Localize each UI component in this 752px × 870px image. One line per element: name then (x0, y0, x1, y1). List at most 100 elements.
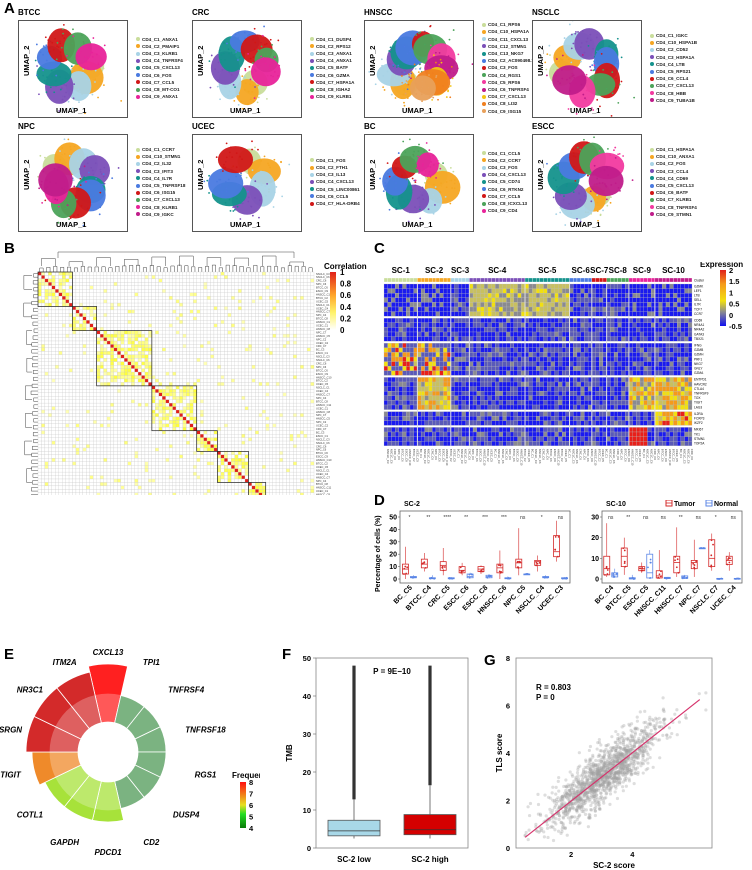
heatmap-cell (48, 378, 52, 383)
heatmap-cell (86, 302, 90, 307)
umap-cluster-blob (588, 165, 624, 197)
umap-cell-point (225, 156, 228, 159)
heatmap-cell (75, 327, 80, 331)
heatmap-cell (293, 347, 297, 352)
heatmap-cell (106, 278, 111, 283)
umap-plot (364, 134, 474, 232)
heatmap-cell (231, 271, 235, 276)
heatmap-cell (41, 278, 46, 283)
umap-scatter (208, 25, 281, 110)
heatmap-cell (258, 296, 263, 300)
umap-cell-point (66, 204, 69, 207)
heatmap-cell (193, 278, 197, 283)
heatmap-cell (127, 375, 132, 380)
heatmap-cell (51, 347, 56, 352)
heatmap-cell (86, 375, 90, 380)
umap-cell-point (58, 166, 60, 169)
umap-cell-point (611, 71, 614, 74)
heatmap-cell (75, 302, 80, 307)
umap-cell-point (99, 191, 102, 194)
heatmap-cell (162, 382, 166, 386)
heatmap-cell (62, 330, 66, 335)
heatmap-cell (193, 361, 197, 366)
heatmap-cell (289, 371, 294, 376)
heatmap-cell (275, 351, 280, 355)
umap-cell-point (397, 152, 400, 154)
heatmap-cell (244, 351, 249, 355)
heatmap-cell (62, 296, 66, 300)
heatmap-cell (255, 340, 259, 345)
heatmap-cell (68, 323, 73, 328)
umap-cell-point (383, 89, 386, 91)
heatmap-cell (134, 323, 139, 328)
heatmap-cell (65, 365, 70, 369)
heatmap-cell (306, 351, 311, 355)
heatmap-cell (279, 351, 284, 355)
umap-cell-point (84, 153, 87, 156)
heatmap-cell (206, 309, 211, 314)
heatmap-cell (37, 361, 42, 366)
heatmap-cell (227, 399, 232, 404)
umap-cell-point (427, 204, 430, 207)
legend-item: CD4_C8_LI32 (482, 100, 534, 107)
heatmap-cell (110, 296, 115, 300)
heatmap-cell (265, 347, 270, 352)
heatmap-cell (203, 330, 208, 335)
heatmap-cell (165, 396, 170, 400)
heatmap-cell (41, 285, 46, 290)
umap-cell-point (595, 165, 598, 168)
umap-cell-point (593, 164, 596, 167)
heatmap-cell (120, 402, 125, 407)
heatmap-cell (248, 396, 253, 400)
heatmap-cell (155, 371, 159, 376)
heatmap-cell (62, 344, 66, 349)
umap-cell-point (253, 48, 256, 51)
heatmap-cell (172, 344, 177, 349)
heatmap-cell (220, 309, 225, 314)
umap-cell-point (394, 97, 397, 99)
heatmap-cell (93, 306, 97, 311)
heatmap-cell (210, 330, 215, 335)
heatmap-cell (306, 358, 311, 362)
heatmap-cell (200, 378, 204, 383)
heatmap-cell (279, 347, 284, 352)
heatmap-cell (210, 292, 215, 297)
dendrogram-branch (31, 314, 38, 319)
umap-title: CRC (192, 8, 210, 17)
umap-cell-point (227, 94, 229, 97)
umap-cell-point (251, 148, 253, 151)
heatmap-cell (72, 402, 77, 407)
heatmap-cell (120, 296, 125, 300)
heatmap-cell (106, 385, 111, 390)
umap-cell-point (589, 83, 592, 86)
heatmap-cell (303, 340, 308, 345)
heatmap-cell (224, 365, 228, 369)
heatmap-cell (51, 365, 56, 369)
legend-label: CD4_C10_HSPA1A (488, 29, 530, 35)
heatmap-cell (289, 392, 294, 397)
heatmap-cell (210, 368, 215, 373)
heatmap-cell (48, 368, 52, 373)
heatmap-cell (310, 361, 315, 366)
heatmap-cell (82, 275, 87, 280)
heatmap-cell (134, 375, 139, 380)
heatmap-cell (203, 289, 208, 293)
dendrogram-branch (234, 257, 249, 266)
heatmap-cell (106, 271, 111, 276)
heatmap-cell (141, 278, 146, 283)
heatmap-cell (224, 361, 228, 366)
heatmap-cell (296, 302, 301, 307)
umap-cell-point (428, 74, 430, 76)
heatmap-cell (213, 365, 218, 369)
heatmap-cell (206, 292, 211, 297)
heatmap-cell (55, 354, 59, 359)
heatmap-cell (275, 302, 280, 307)
umap-cell-point (264, 194, 267, 197)
heatmap-cell (113, 392, 118, 397)
heatmap-cell (93, 347, 97, 352)
heatmap-cell (141, 330, 146, 335)
heatmap-cell (93, 299, 97, 304)
heatmap-cell (134, 292, 139, 297)
heatmap-cell (99, 330, 104, 335)
heatmap-cell (248, 320, 253, 324)
